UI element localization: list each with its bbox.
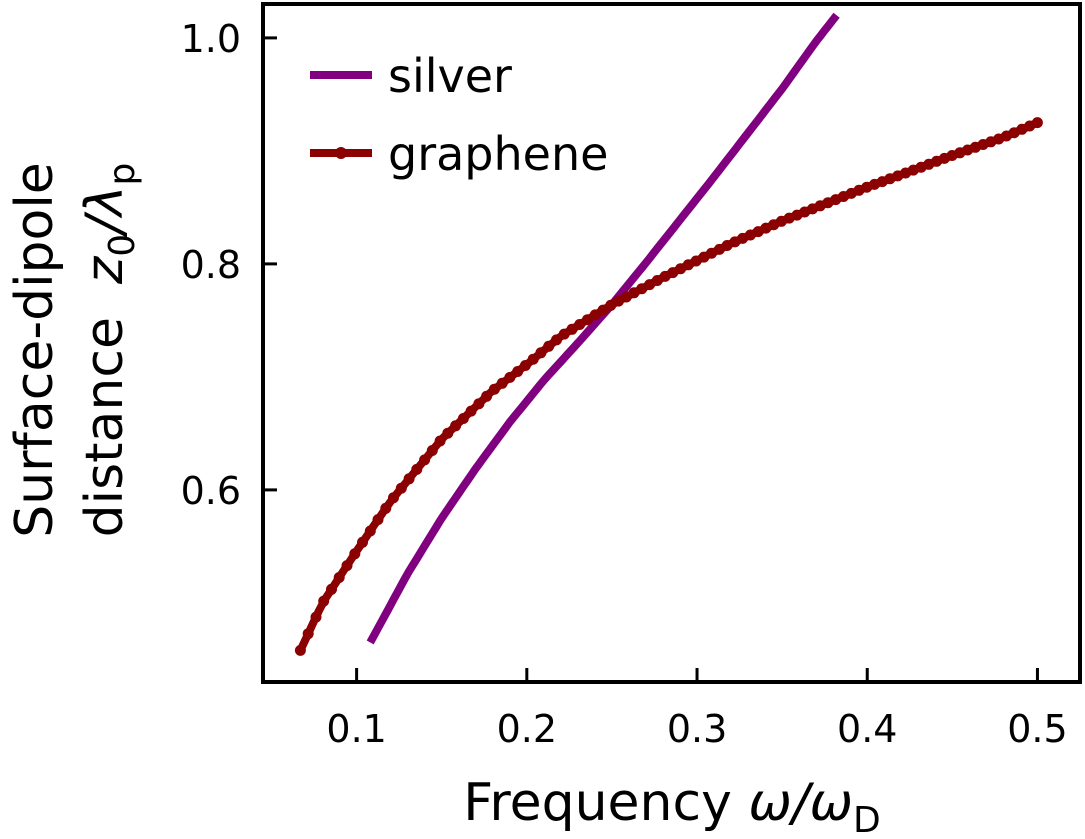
series-point-graphene	[488, 383, 500, 395]
y-axis-title: Surface-dipole distance z0/λp	[5, 162, 143, 538]
series-point-graphene	[419, 454, 431, 466]
y-tick-label: 0.8	[181, 243, 241, 287]
x-axis-title-variable: ω/ω	[748, 773, 853, 833]
legend-label-graphene: graphene	[388, 127, 608, 181]
series-point-graphene	[442, 427, 454, 439]
series-point-graphene	[457, 413, 469, 424]
series-point-graphene	[426, 445, 438, 456]
x-axis-title: Frequency ω/ωD	[463, 773, 881, 839]
x-tick-label: 0.2	[497, 707, 557, 751]
series-point-graphene	[496, 377, 508, 389]
x-axis-ticks: 0.1 0.2 0.3 0.4 0.5	[326, 668, 1068, 751]
y-axis-title-variable-lambda: /λ	[75, 185, 135, 237]
series-point-graphene	[450, 420, 462, 432]
series-point-graphene	[380, 502, 392, 514]
series-point-graphene	[519, 360, 531, 371]
y-tick-label: 1.0	[181, 17, 241, 61]
series-point-graphene	[551, 334, 562, 346]
series-point-graphene	[395, 482, 407, 494]
series-point-graphene	[434, 435, 446, 447]
series-point-graphene	[349, 548, 361, 560]
y-tick-label: 0.6	[181, 469, 241, 513]
series-point-graphene	[481, 390, 493, 402]
x-tick-label: 0.5	[1007, 707, 1067, 751]
series-point-graphene	[341, 560, 353, 572]
legend-label-silver: silver	[388, 49, 512, 103]
y-axis-title-variable-z: z	[75, 255, 135, 285]
series-point-graphene	[372, 514, 384, 526]
series-point-graphene	[388, 492, 399, 504]
x-axis-title-main: Frequency	[463, 773, 748, 833]
series-layer	[294, 12, 1043, 656]
x-axis-title-subscript: D	[853, 800, 881, 839]
x-tick-label: 0.3	[667, 707, 727, 751]
series-silver	[366, 12, 840, 645]
series-point-graphene	[1031, 117, 1043, 129]
series-point-graphene	[465, 405, 477, 417]
series-point-graphene	[543, 340, 555, 352]
series-point-graphene	[504, 371, 516, 383]
series-line-silver	[366, 12, 840, 645]
y-axis-title-line2-main: distance	[75, 284, 135, 537]
series-point-graphene	[411, 463, 423, 475]
series-graphene	[294, 117, 1043, 656]
y-axis-title-line1: Surface-dipole	[5, 162, 65, 538]
series-point-graphene	[403, 473, 415, 485]
y-axis-ticks: 0.6 0.8 1.0	[181, 17, 277, 513]
x-tick-label: 0.1	[326, 707, 386, 751]
series-point-graphene	[512, 366, 524, 377]
legend: silver graphene	[310, 49, 608, 181]
series-point-graphene	[527, 353, 539, 365]
legend-marker-graphene	[335, 147, 347, 159]
y-axis-title-line1-text: Surface-dipole	[5, 162, 65, 538]
series-point-graphene	[535, 347, 547, 359]
y-axis-title-subscript-0: 0	[102, 234, 143, 257]
x-tick-label: 0.4	[837, 707, 897, 751]
series-point-graphene	[364, 525, 376, 537]
y-axis-title-subscript-p: p	[102, 163, 143, 186]
series-point-graphene	[318, 595, 330, 607]
series-point-graphene	[333, 572, 345, 583]
plot-frame	[261, 2, 1082, 684]
series-point-graphene	[294, 644, 306, 656]
series-point-graphene	[310, 611, 322, 623]
series-point-graphene	[473, 398, 485, 410]
series-point-graphene	[302, 628, 314, 640]
y-axis-title-line2: distance z0/λp	[75, 163, 143, 538]
series-point-graphene	[326, 583, 337, 595]
series-point-graphene	[357, 536, 368, 548]
